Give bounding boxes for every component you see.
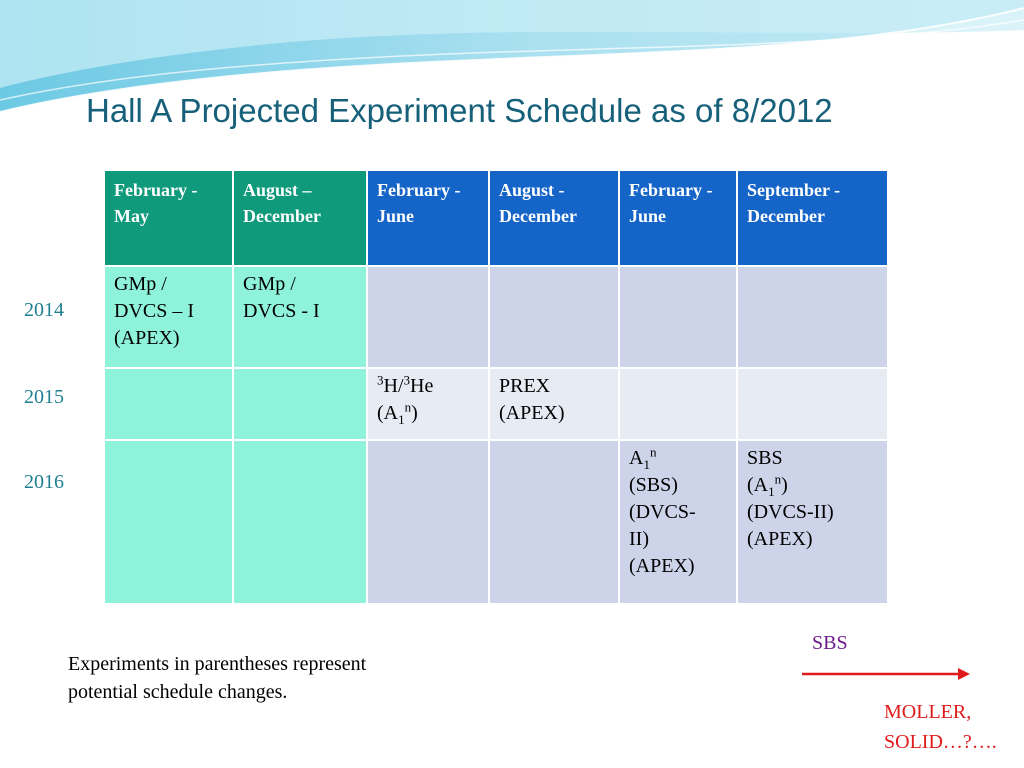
cell-line: (APEX) (747, 528, 813, 550)
table-cell: A1n (SBS) (DVCS- II) (APEX) (618, 439, 738, 605)
future-line: MOLLER, (884, 701, 972, 723)
table-cell (736, 265, 889, 369)
cell-line: (DVCS-II) (747, 501, 834, 523)
table-cell (488, 265, 620, 369)
note-line: potential schedule changes. (68, 681, 288, 703)
table-cell: PREX (APEX) (488, 367, 620, 441)
header-cell: August - December (488, 169, 620, 267)
schedule-note: Experiments in parentheses represent pot… (68, 650, 366, 706)
cell-line: A1n (629, 444, 657, 472)
table-row: GMp / DVCS – I (APEX) GMp / DVCS - I (103, 265, 889, 369)
table-cell (618, 265, 738, 369)
table-cell (103, 439, 234, 605)
header-cell: August – December (232, 169, 368, 267)
table-cell (366, 439, 490, 605)
table-row: 3H/3He (A1n) PREX (APEX) (103, 367, 889, 441)
cell-line: (DVCS-II) (629, 501, 696, 550)
table-cell (103, 367, 234, 441)
header-cell: February - May (103, 169, 234, 267)
cell-line: SBS (747, 447, 783, 469)
future-line: SOLID…?…. (884, 731, 997, 753)
sbs-timeline-label: SBS (812, 632, 848, 654)
header-cell: September - December (736, 169, 889, 267)
table-cell (232, 367, 368, 441)
cell-line: (APEX) (629, 555, 695, 577)
cell-line: DVCS - I (243, 300, 320, 322)
cell-line: 3H/3He (377, 372, 434, 397)
table-cell: GMp / DVCS – I (APEX) (103, 265, 234, 369)
table-cell: 3H/3He (A1n) (366, 367, 490, 441)
cell-line: DVCS – I (114, 300, 195, 322)
cell-line: (A1n) (377, 399, 418, 427)
table-row: A1n (SBS) (DVCS- II) (APEX) SBS (A1n) (DV… (103, 439, 889, 605)
year-label-2014: 2014 (24, 299, 64, 321)
table-cell (736, 367, 889, 441)
table-cell: SBS (A1n) (DVCS-II) (APEX) (736, 439, 889, 605)
table-cell (618, 367, 738, 441)
cell-line: (APEX) (114, 327, 180, 349)
table-cell: GMp / DVCS - I (232, 265, 368, 369)
cell-line: (SBS) (629, 474, 678, 496)
schedule-table: February - May August – December Februar… (103, 169, 889, 605)
header-wave-decoration (0, 0, 1024, 113)
future-experiments-label: MOLLER, SOLID…?…. (884, 697, 997, 757)
table-cell (366, 265, 490, 369)
year-label-2015: 2015 (24, 386, 64, 408)
cell-line: (A1n) (747, 471, 788, 499)
cell-line: PREX (499, 375, 551, 397)
slide-title: Hall A Projected Experiment Schedule as … (86, 92, 833, 129)
cell-line: GMp / (243, 273, 296, 295)
timeline-arrow-icon (802, 668, 970, 680)
note-line: Experiments in parentheses represent (68, 653, 367, 675)
cell-line: (APEX) (499, 402, 565, 424)
table-cell (232, 439, 368, 605)
year-label-2016: 2016 (24, 471, 64, 493)
table-header-row: February - May August – December Februar… (103, 169, 889, 267)
cell-line: GMp / (114, 273, 167, 295)
header-cell: February - June (366, 169, 490, 267)
table-cell (488, 439, 620, 605)
header-cell: February - June (618, 169, 738, 267)
